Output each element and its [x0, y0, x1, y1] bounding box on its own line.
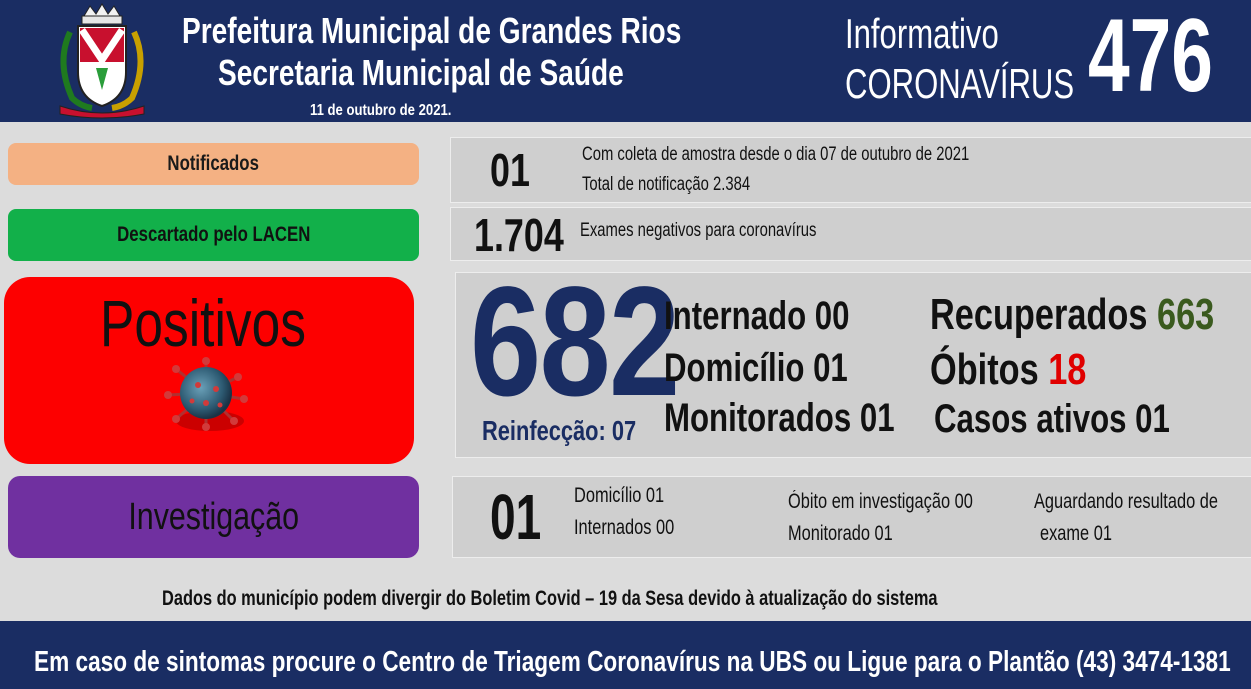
- notificados-detail-line2: Total de notificação 2.384: [582, 174, 751, 195]
- header-title-line1: Prefeitura Municipal de Grandes Rios: [182, 10, 682, 51]
- investigacao-internados: Internados 00: [574, 516, 675, 539]
- descartado-panel: [450, 207, 1251, 261]
- investigacao-domicilio: Domicílio 01: [574, 484, 665, 507]
- notificados-count: 01: [490, 144, 530, 196]
- notificados-label: Notificados: [167, 152, 260, 175]
- descartado-label: Descartado pelo LACEN: [116, 223, 311, 246]
- disclaimer-text: Dados do município podem divergir do Bol…: [162, 587, 938, 610]
- positivos-panel: [455, 272, 1251, 458]
- positivos-total: 682: [470, 255, 680, 429]
- recuperados-stat: Recuperados 663: [930, 290, 1214, 340]
- footer-banner: [0, 621, 1251, 689]
- domicilio-count: Domicílio 01: [664, 346, 848, 390]
- descartado-description: Exames negativos para coronavírus: [580, 220, 817, 241]
- recuperados-value: 663: [1156, 290, 1215, 339]
- investigacao-monitorado: Monitorado 01: [788, 522, 893, 545]
- casos-ativos-count: Casos ativos 01: [934, 397, 1170, 441]
- aguardando-resultado-line2: exame 01: [1040, 522, 1112, 545]
- header-title-line2: Secretaria Municipal de Saúde: [218, 52, 624, 93]
- internado-count: Internado 00: [664, 294, 850, 338]
- notificados-panel: [450, 137, 1251, 203]
- descartado-label-box: Descartado pelo LACEN: [8, 209, 419, 261]
- investigacao-panel: [452, 476, 1251, 558]
- bulletin-number: 476: [1088, 0, 1213, 114]
- bulletin-date: 11 de outubro de 2021.: [310, 102, 452, 119]
- reinfeccao-count: Reinfecção: 07: [482, 415, 637, 446]
- header-info-line2: CORONAVÍRUS: [845, 60, 1075, 107]
- descartado-count: 1.704: [474, 209, 564, 261]
- aguardando-resultado-line1: Aguardando resultado de: [1034, 490, 1218, 513]
- municipal-crest-icon: [59, 3, 145, 119]
- notificados-label-box: Notificados: [8, 143, 419, 185]
- obitos-value: 18: [1048, 345, 1087, 394]
- recuperados-label: Recuperados: [930, 290, 1148, 339]
- obitos-label: Óbitos: [930, 345, 1039, 394]
- header-info-line1: Informativo: [845, 10, 999, 57]
- coronavirus-icon: [164, 357, 248, 431]
- monitorados-count: Monitorados 01: [664, 396, 895, 440]
- header-banner: [0, 0, 1251, 122]
- investigacao-label-box: Investigação: [8, 476, 419, 558]
- obito-investigacao: Óbito em investigação 00: [788, 490, 973, 513]
- investigacao-count: 01: [490, 481, 542, 553]
- footer-contact-text: Em caso de sintomas procure o Centro de …: [34, 646, 1231, 678]
- obitos-stat: Óbitos 18: [930, 345, 1086, 395]
- notificados-detail-line1: Com coleta de amostra desde o dia 07 de …: [582, 144, 970, 165]
- investigacao-label: Investigação: [128, 495, 299, 538]
- positivos-label: Positivos: [100, 286, 307, 360]
